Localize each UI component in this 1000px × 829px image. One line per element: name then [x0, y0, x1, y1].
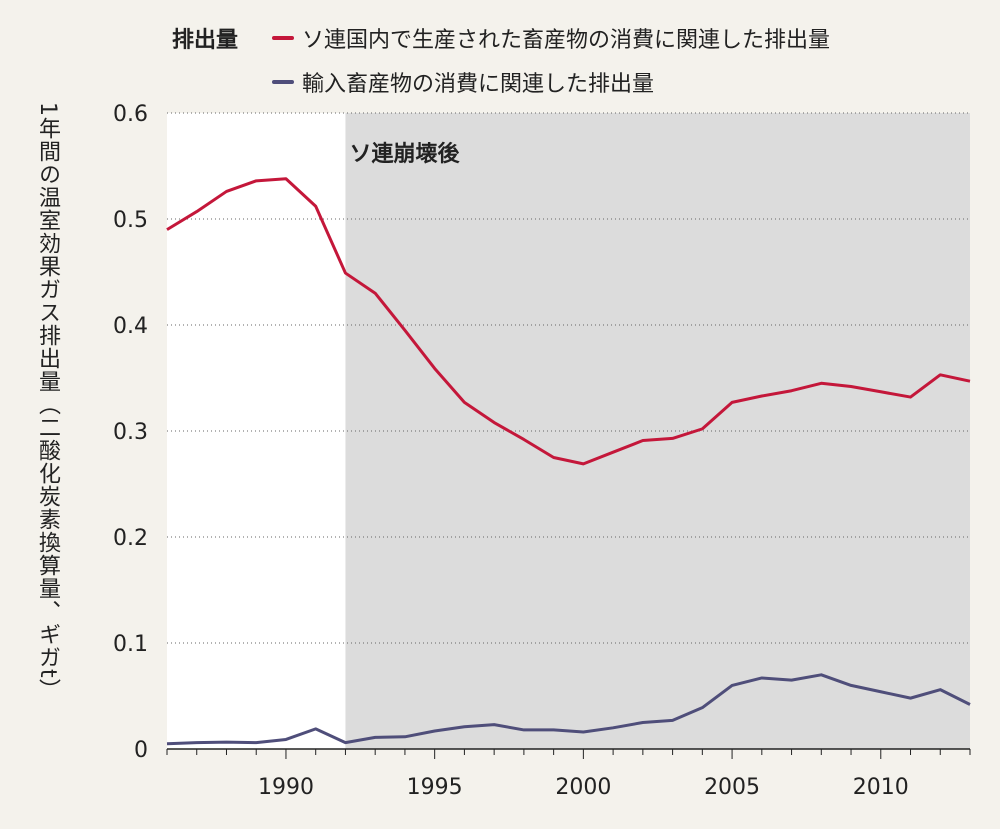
- x-tick-label: 1995: [407, 775, 463, 800]
- shaded-region: [345, 113, 970, 749]
- x-tick-label: 2005: [704, 775, 760, 800]
- shaded-region-label: ソ連崩壊後: [349, 141, 460, 167]
- legend-item-domestic: ソ連国内で生産された畜産物の消費に関連した排出量: [272, 22, 830, 54]
- x-tick-label: 2000: [555, 775, 611, 800]
- y-tick-label: 0.5: [113, 208, 148, 233]
- legend-swatch-imported: [272, 80, 294, 84]
- legend-title: 排出量: [172, 28, 239, 53]
- y-tick-label: 0: [134, 738, 148, 763]
- legend-item-imported: 輸入畜産物の消費に関連した排出量: [272, 66, 654, 98]
- y-tick-label: 0.2: [113, 526, 148, 551]
- y-tick-label: 0.3: [113, 420, 148, 445]
- series-line-1: [166, 673, 971, 746]
- series-line-0: [166, 177, 971, 466]
- x-tick-label: 1990: [258, 775, 314, 800]
- y-tick-label: 0.4: [113, 314, 148, 339]
- legend-label-domestic: ソ連国内で生産された畜産物の消費に関連した排出量: [302, 28, 831, 53]
- y-tick-label: 0.1: [113, 632, 148, 657]
- x-tick-label: 2010: [853, 775, 909, 800]
- legend-label-imported: 輸入畜産物の消費に関連した排出量: [302, 72, 655, 97]
- y-axis-label: 1年間の温室効果ガス排出量（二酸化炭素換算量、ギガt）: [35, 102, 60, 702]
- legend-swatch-domestic: [272, 36, 294, 40]
- y-tick-label: 0.6: [113, 102, 148, 127]
